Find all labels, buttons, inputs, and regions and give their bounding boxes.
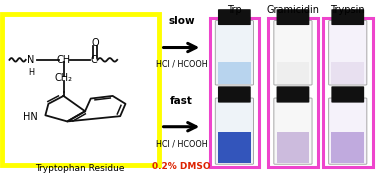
Text: CH: CH: [56, 55, 71, 65]
FancyBboxPatch shape: [328, 98, 367, 164]
Text: Trp: Trp: [227, 5, 242, 15]
FancyBboxPatch shape: [328, 21, 367, 85]
FancyBboxPatch shape: [218, 9, 251, 25]
Text: O: O: [91, 38, 99, 48]
Text: C: C: [90, 55, 97, 65]
FancyBboxPatch shape: [332, 86, 364, 103]
FancyBboxPatch shape: [277, 9, 309, 25]
Bar: [276, 62, 309, 84]
FancyBboxPatch shape: [215, 21, 253, 85]
Text: fast: fast: [170, 96, 193, 106]
FancyBboxPatch shape: [274, 21, 312, 85]
Text: HCl / HCOOH: HCl / HCOOH: [156, 60, 207, 69]
Text: H: H: [28, 68, 34, 77]
FancyBboxPatch shape: [215, 98, 253, 164]
FancyBboxPatch shape: [277, 86, 309, 103]
Bar: [276, 132, 309, 163]
Text: N: N: [27, 55, 35, 65]
Bar: [331, 132, 364, 163]
Text: HCl / HCOOH: HCl / HCOOH: [156, 139, 207, 148]
Text: Trypsin: Trypsin: [330, 5, 365, 15]
Text: HN: HN: [23, 112, 38, 122]
FancyBboxPatch shape: [218, 86, 251, 103]
Text: CH₂: CH₂: [54, 73, 73, 83]
Text: Tryptophan Residue: Tryptophan Residue: [35, 164, 124, 173]
Text: 0.2% DMSO: 0.2% DMSO: [152, 162, 211, 171]
Bar: [331, 62, 364, 84]
Text: slow: slow: [168, 16, 195, 26]
Text: Gramicidin: Gramicidin: [266, 5, 319, 15]
Bar: [218, 62, 251, 84]
FancyBboxPatch shape: [332, 9, 364, 25]
Bar: [218, 132, 251, 163]
FancyBboxPatch shape: [274, 98, 312, 164]
